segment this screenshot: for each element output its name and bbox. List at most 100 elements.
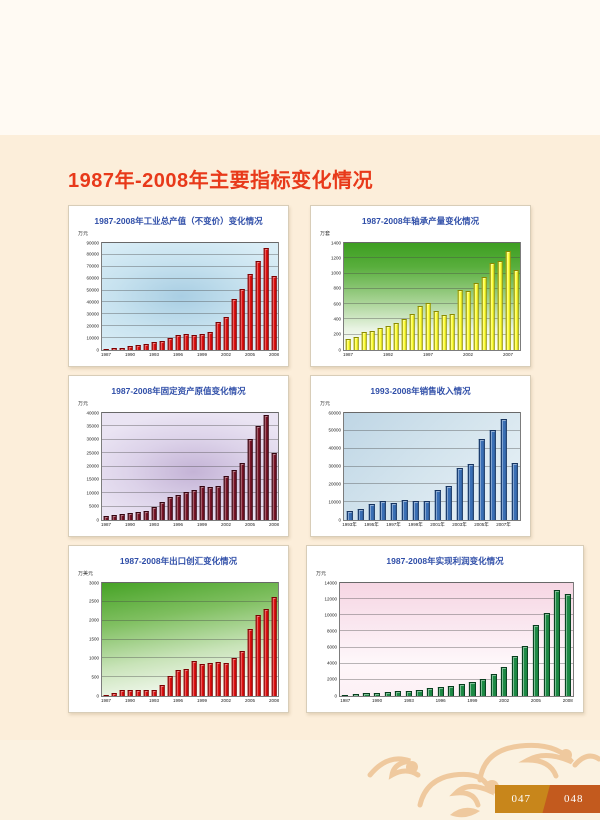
bar xyxy=(478,438,485,520)
x-tick-label: 2008 xyxy=(268,352,280,357)
gridline xyxy=(344,501,520,503)
y-tick-label: 6000 xyxy=(326,644,337,650)
bar xyxy=(143,343,149,350)
x-tick-label: 1999 xyxy=(196,522,208,527)
bar xyxy=(247,438,253,520)
bar xyxy=(135,344,141,350)
bar xyxy=(175,335,181,350)
y-tick-label: 10000 xyxy=(86,334,99,340)
x-tick-label: 1993 xyxy=(403,698,414,703)
y-tick-label: 30000 xyxy=(328,463,341,469)
bar xyxy=(346,510,353,520)
bar xyxy=(135,690,141,696)
y-axis-unit-label: 万美元 xyxy=(78,571,94,577)
bar xyxy=(183,668,189,696)
y-tick-label: 40000 xyxy=(86,299,99,305)
gridline xyxy=(102,582,278,583)
x-tick-label: 1990 xyxy=(124,522,136,527)
bar xyxy=(103,348,109,350)
y-tick-label: 10000 xyxy=(324,612,337,618)
y-tick-label: 400 xyxy=(333,316,341,322)
bar xyxy=(401,318,407,350)
bar xyxy=(425,303,431,350)
gridline xyxy=(344,465,520,467)
x-tick-label: 1999年 xyxy=(408,522,423,527)
gridline xyxy=(340,646,573,648)
y-tick-label: 12000 xyxy=(324,595,337,601)
x-tick-label: 1997年 xyxy=(386,522,401,527)
gridline xyxy=(102,638,278,640)
bar xyxy=(479,679,487,696)
y-tick-label: 50000 xyxy=(328,427,341,433)
y-tick-label: 0 xyxy=(96,346,99,352)
y-tick-label: 40000 xyxy=(86,409,99,415)
bar xyxy=(255,614,261,696)
bar xyxy=(271,275,277,350)
chart-title: 1993-2008年销售收入情况 xyxy=(370,386,471,396)
gridline xyxy=(344,333,520,335)
bar xyxy=(469,681,476,696)
bar xyxy=(191,660,197,696)
bar xyxy=(199,663,205,696)
bar xyxy=(412,501,419,520)
bar xyxy=(159,340,165,350)
x-tick-label: 1999 xyxy=(196,698,208,703)
x-tick-label: 1995年 xyxy=(364,522,379,527)
y-tick-label: 30000 xyxy=(86,436,99,442)
chart-title: 1987-2008年出口创汇变化情况 xyxy=(119,556,238,566)
y-tick-label: 20000 xyxy=(86,463,99,469)
gridline xyxy=(102,277,278,279)
y-tick-label: 3000 xyxy=(88,579,99,585)
bar xyxy=(449,314,455,350)
bar xyxy=(456,467,463,520)
bar xyxy=(417,306,423,350)
x-tick-label: 1990 xyxy=(124,352,136,357)
y-tick-label: 15000 xyxy=(86,476,99,482)
y-tick-label: 10000 xyxy=(328,498,341,504)
y-tick-label: 14000 xyxy=(324,579,337,585)
bar xyxy=(215,321,221,350)
plot-area: 0 2000 4000 6000 8000 10000 12000 14000 1987 1990… xyxy=(324,580,574,703)
bar xyxy=(434,490,441,520)
gridline xyxy=(102,438,278,440)
bar xyxy=(473,282,479,350)
y-tick-label: 0 xyxy=(334,692,337,698)
bar xyxy=(183,492,189,520)
bar xyxy=(199,486,205,520)
bar xyxy=(111,348,117,350)
x-tick-label: 1987 xyxy=(100,698,112,703)
x-tick-label: 2002 xyxy=(220,698,232,703)
plot-area: 0 10000 20000 30000 40000 50000 60000 1993年 1995… xyxy=(328,410,521,527)
chart-card-export-earnings: 1987-2008年出口创汇变化情况 万美元 0 500 1000 1500 2000 2… xyxy=(68,545,289,713)
y-tick-label: 0 xyxy=(96,692,99,698)
x-tick-label: 1987 xyxy=(340,698,351,703)
bar xyxy=(255,261,261,350)
bar xyxy=(490,674,497,696)
gridline xyxy=(344,318,520,320)
y-tick-label: 1000 xyxy=(330,270,341,276)
gridline xyxy=(102,505,278,507)
bar xyxy=(426,688,434,696)
y-axis-unit-label: 万元 xyxy=(320,401,331,407)
bar xyxy=(361,331,367,350)
x-tick-label: 2002 xyxy=(220,352,232,357)
bar xyxy=(368,504,375,520)
bar xyxy=(191,489,197,520)
x-tick-label: 2003年 xyxy=(452,522,467,527)
bar xyxy=(111,515,117,520)
bar xyxy=(119,514,125,520)
y-tick-label: 10000 xyxy=(86,490,99,495)
bar xyxy=(500,419,507,520)
x-tick-label: 2005 xyxy=(244,352,256,357)
page-title: 1987年-2008年主要指标变化情况 xyxy=(68,170,374,192)
x-tick-label: 1992 xyxy=(382,352,394,357)
gridline xyxy=(102,425,278,427)
x-tick-label: 1993 xyxy=(148,352,160,357)
bar xyxy=(215,662,221,696)
bar xyxy=(423,500,430,520)
x-tick-label: 1996 xyxy=(435,698,446,703)
x-tick-label: 2007 xyxy=(502,352,514,357)
bar xyxy=(465,290,471,350)
bar xyxy=(119,689,125,696)
bar xyxy=(151,689,157,696)
